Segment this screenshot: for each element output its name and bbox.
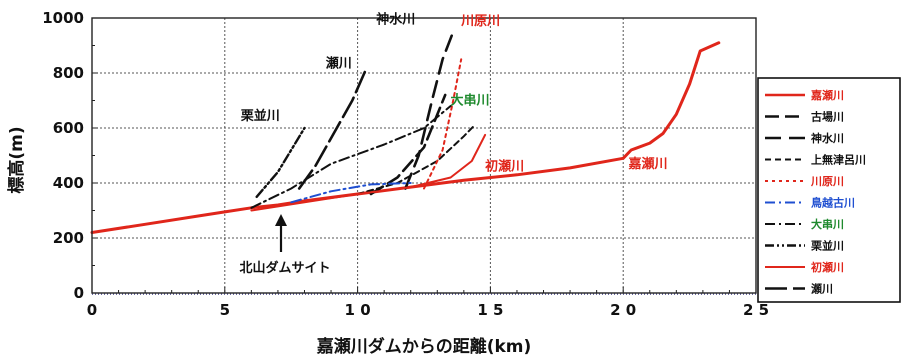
legend-label-鳥越古川: 鳥越古川 (811, 196, 855, 210)
series-lines (90, 30, 721, 234)
y-tick-label: 1000 (42, 9, 84, 27)
x-axis-title: 嘉瀬川ダムからの距離(km) (316, 336, 532, 357)
series-line-大串川 (250, 105, 452, 209)
x-tick-label: 1 5 (477, 301, 503, 319)
y-tick-label: 0 (74, 284, 84, 302)
series-label-嘉瀬川: 嘉瀬川 (628, 156, 668, 172)
x-tick-label: 0 (87, 301, 97, 319)
legend-label-嘉瀬川: 嘉瀬川 (810, 88, 844, 102)
series-line-初瀬川 (250, 133, 487, 212)
y-tick-label: 200 (53, 229, 84, 247)
y-tick-label: 400 (53, 174, 84, 192)
series-label-川原川: 川原川 (460, 14, 500, 29)
y-axis-title: 標高(m) (6, 126, 27, 193)
plot-frame (91, 17, 757, 294)
series-line-川原川 (423, 58, 463, 190)
legend-label-上無津呂川: 上無津呂川 (811, 153, 866, 167)
legend-label-栗並川: 栗並川 (811, 239, 844, 253)
series-label-大串川: 大串川 (451, 93, 490, 109)
series-label-瀬川: 瀬川 (326, 56, 352, 72)
series-label-初瀬川: 初瀬川 (485, 159, 524, 175)
legend-label-神水川: 神水川 (811, 131, 844, 145)
series-line-神水川 (404, 30, 455, 190)
series-label-栗並川: 栗並川 (241, 108, 280, 124)
dam-site-annotation: 北山ダムサイト (239, 214, 331, 276)
x-tick-label: 5 (220, 301, 230, 319)
legend-label-川原川: 川原川 (810, 175, 844, 188)
legend-label-瀬川: 瀬川 (811, 282, 833, 296)
dam-site-label: 北山ダムサイト (239, 260, 330, 276)
dam-site-arrowhead (275, 214, 287, 226)
series-line-瀬川 (297, 68, 367, 190)
y-tick-label: 800 (53, 64, 84, 82)
legend-label-古場川: 古場川 (811, 110, 844, 124)
legend-label-初瀬川: 初瀬川 (811, 260, 844, 274)
y-tick-label: 600 (53, 119, 84, 137)
legend-box (757, 77, 901, 303)
series-line-鳥越古川 (290, 182, 412, 204)
x-tick-label: 2 0 (610, 301, 636, 319)
x-tick-label: 1 0 (345, 301, 371, 319)
x-tick-label: 2 5 (743, 301, 769, 319)
series-line-嘉瀬川 (90, 41, 721, 234)
series-line-古場川 (369, 93, 447, 196)
series-line-栗並川 (255, 126, 306, 198)
series-label-神水川: 神水川 (376, 12, 415, 28)
legend-label-大串川: 大串川 (811, 217, 844, 231)
